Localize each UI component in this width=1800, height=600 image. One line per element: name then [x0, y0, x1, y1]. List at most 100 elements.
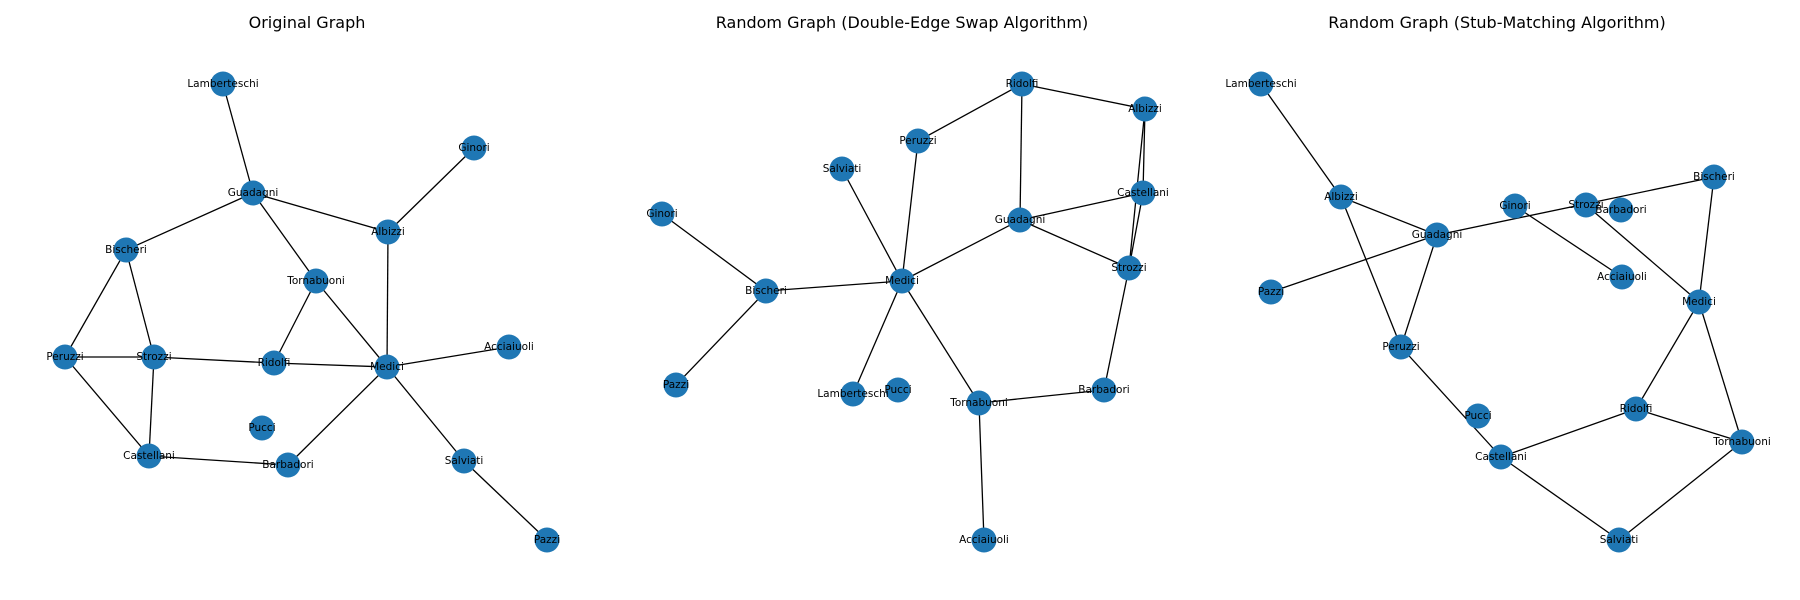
edge-guadagni-albizzi	[252, 192, 389, 233]
node-label-acciaiuoli: Acciaiuoli	[959, 534, 1009, 546]
edge-tornabuoni-medici	[315, 280, 388, 368]
edge-strozzi-castellani	[148, 356, 155, 457]
node-strozzi	[141, 344, 167, 370]
edge-guadagni-strozzi	[1019, 219, 1130, 269]
node-peruzzi	[905, 128, 931, 154]
node-label-pazzi: Pazzi	[1258, 286, 1284, 298]
node-pucci	[1465, 403, 1491, 429]
edge-albizzi-castellani	[1142, 108, 1146, 194]
edge-ridolfi-medici	[273, 362, 388, 368]
node-ridolfi	[1623, 396, 1649, 422]
node-group: Lamberteschi Albizzi Guadagni Ginori Strozzi…	[1225, 71, 1771, 553]
node-salviati	[1606, 527, 1632, 553]
edge-castellani-salviati	[1500, 456, 1620, 541]
node-strozzi	[1573, 192, 1599, 218]
node-castellani	[136, 443, 162, 469]
node-label-albizzi: Albizzi	[1324, 191, 1358, 203]
node-medici	[374, 354, 400, 380]
node-label-strozzi: Strozzi	[136, 351, 171, 363]
node-label-bischeri: Bischeri	[745, 285, 787, 297]
node-label-salviati: Salviati	[823, 163, 862, 175]
node-label-tornabuoni: Tornabuoni	[949, 397, 1008, 409]
panel-title: Random Graph (Double-Edge Swap Algorithm…	[716, 13, 1088, 32]
node-label-guadagni: Guadagni	[1412, 229, 1463, 241]
node-label-castellani: Castellani	[1475, 451, 1527, 463]
edge-salviati-medici	[841, 168, 903, 282]
edge-guadagni-bischeri	[125, 192, 254, 251]
node-medici	[889, 268, 915, 294]
node-label-bischeri: Bischeri	[105, 244, 147, 256]
edge-guadagni-medici	[901, 219, 1021, 282]
node-lamberteschi	[840, 381, 866, 407]
edge-tornabuoni-acciaiuoli	[978, 402, 985, 541]
node-label-albizzi: Albizzi	[1128, 103, 1162, 115]
node-bischeri	[1701, 164, 1727, 190]
node-label-lamberteschi: Lamberteschi	[817, 388, 888, 400]
node-lamberteschi	[210, 71, 236, 97]
edge-peruzzi-castellani	[64, 356, 150, 457]
node-label-acciaiuoli: Acciaiuoli	[484, 341, 534, 353]
node-lamberteschi	[1248, 71, 1274, 97]
node-label-lamberteschi: Lamberteschi	[187, 78, 258, 90]
node-label-pucci: Pucci	[884, 384, 911, 396]
node-label-medici: Medici	[1682, 296, 1716, 308]
node-ginori	[1502, 193, 1528, 219]
panel-title: Random Graph (Stub-Matching Algorithm)	[1328, 13, 1665, 32]
node-label-strozzi: Strozzi	[1111, 262, 1146, 274]
edge-bischeri-pazzi	[675, 290, 767, 386]
edge-guadagni-pazzi	[1270, 234, 1438, 293]
edge-tornabuoni-ridolfi	[273, 280, 317, 364]
edge-ridolfi-tornabuoni	[1635, 408, 1743, 443]
node-pucci	[885, 377, 911, 403]
node-label-ridolfi: Ridolfi	[1006, 78, 1039, 90]
edge-albizzi-peruzzi	[1340, 196, 1402, 348]
edge-group	[1260, 83, 1743, 541]
node-castellani	[1130, 180, 1156, 206]
edge-medici-tornabuoni	[1698, 301, 1743, 443]
node-label-peruzzi: Peruzzi	[1382, 341, 1419, 353]
node-medici	[1686, 289, 1712, 315]
edge-medici-barbadori	[287, 366, 388, 466]
node-label-salviati: Salviati	[1600, 534, 1639, 546]
edge-ridolfi-peruzzi	[917, 83, 1023, 142]
edge-lamberteschi-albizzi	[1260, 83, 1342, 198]
node-label-barbadori: Barbadori	[1595, 204, 1646, 216]
node-salviati	[451, 448, 477, 474]
node-acciaiuoli	[971, 527, 997, 553]
node-bischeri	[753, 278, 779, 304]
node-label-tornabuoni: Tornabuoni	[1712, 436, 1771, 448]
edge-guadagni-tornabuoni	[252, 192, 317, 282]
edge-peruzzi-castellani	[1400, 346, 1502, 458]
node-strozzi	[1116, 255, 1142, 281]
panel-title: Original Graph	[249, 13, 366, 32]
node-pazzi	[534, 527, 560, 553]
node-label-castellani: Castellani	[1117, 187, 1169, 199]
node-pazzi	[663, 372, 689, 398]
edge-peruzzi-medici	[901, 140, 919, 282]
node-guadagni	[1007, 207, 1033, 233]
edge-ridolfi-albizzi	[1021, 83, 1146, 110]
node-label-castellani: Castellani	[123, 450, 175, 462]
edge-medici-lamberteschi	[852, 280, 903, 395]
node-label-albizzi: Albizzi	[371, 226, 405, 238]
node-label-pazzi: Pazzi	[534, 534, 560, 546]
edge-group	[64, 83, 548, 541]
node-tornabuoni	[303, 268, 329, 294]
node-label-ginori: Ginori	[458, 142, 489, 154]
node-tornabuoni	[1729, 429, 1755, 455]
node-ginori	[649, 201, 675, 227]
edge-castellani-ridolfi	[1500, 408, 1637, 458]
node-peruzzi	[52, 344, 78, 370]
node-label-ridolfi: Ridolfi	[258, 357, 291, 369]
edge-albizzi-guadagni	[1340, 196, 1438, 236]
node-label-ginori: Ginori	[646, 208, 677, 220]
node-label-strozzi: Strozzi	[1568, 199, 1603, 211]
edge-medici-ridolfi	[1635, 301, 1700, 410]
edge-castellani-barbadori	[148, 455, 289, 466]
node-label-guadagni: Guadagni	[995, 214, 1046, 226]
node-label-ridolfi: Ridolfi	[1620, 403, 1653, 415]
node-label-guadagni: Guadagni	[228, 187, 279, 199]
node-barbadori	[1091, 377, 1117, 403]
node-barbadori	[1608, 197, 1634, 223]
